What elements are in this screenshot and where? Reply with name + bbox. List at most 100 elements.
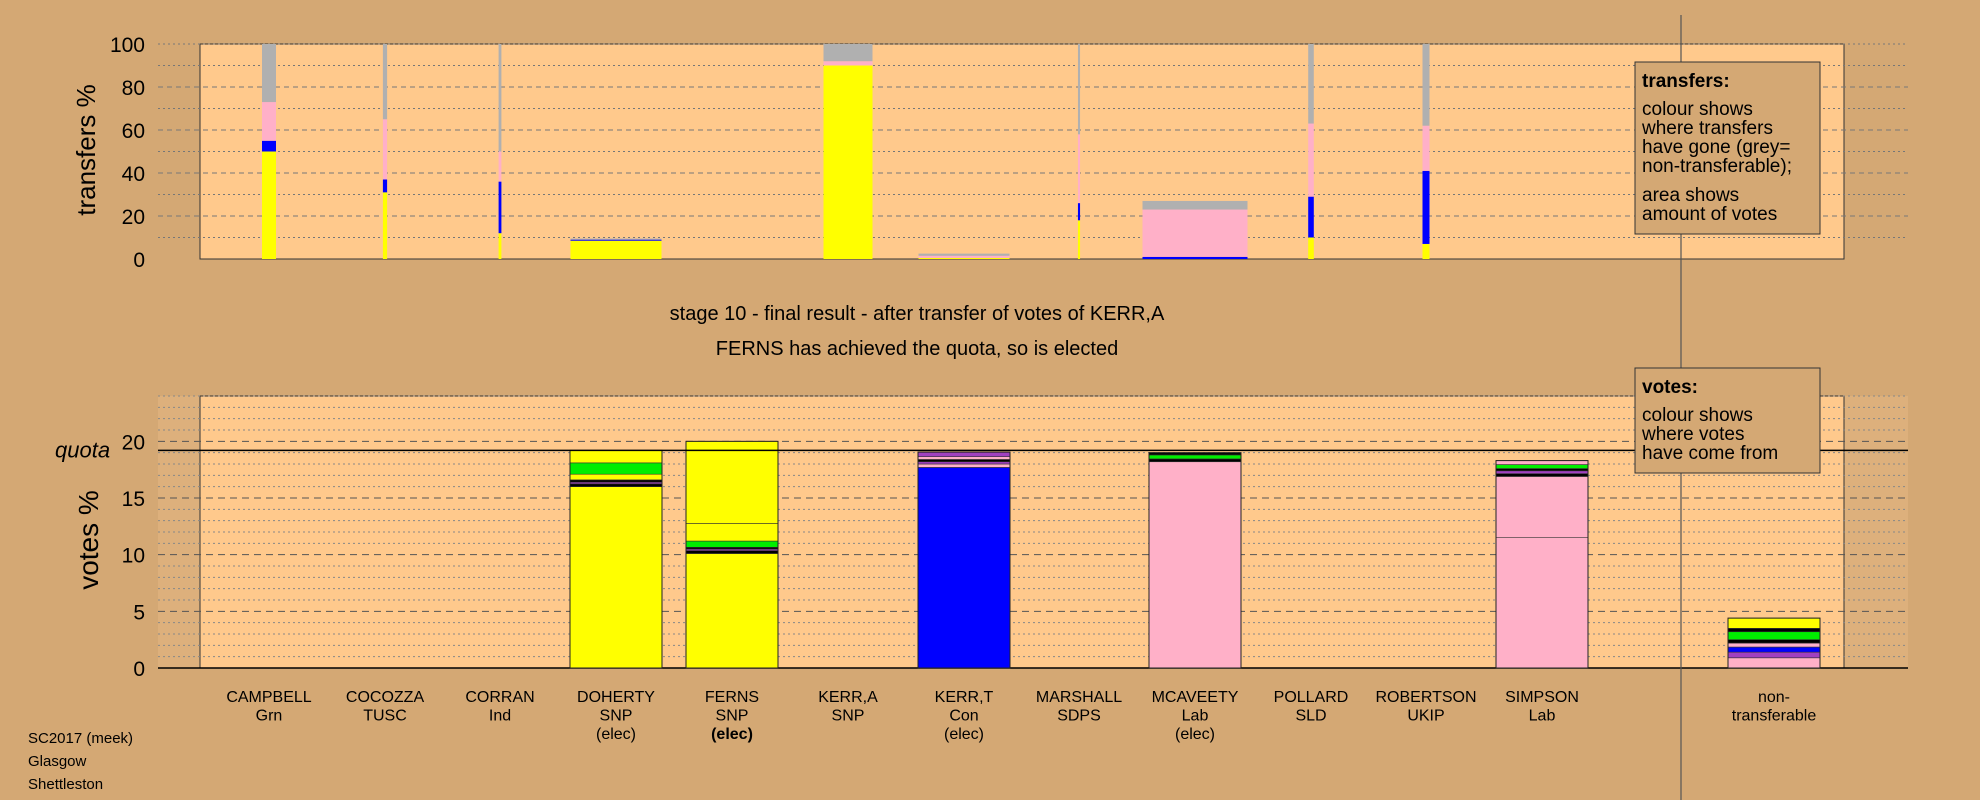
votes-legend-line: where votes	[1641, 424, 1744, 445]
candidate-label: POLLARD	[1274, 689, 1349, 706]
transfers-bar-segment	[262, 102, 276, 141]
candidate-label: FERNS	[705, 689, 759, 706]
votes-legend-line: colour shows	[1642, 405, 1753, 426]
votes-bar-outline	[1495, 460, 1589, 669]
votes-bar-segment	[569, 486, 663, 669]
transfers-bar-segment	[918, 257, 1010, 259]
transfers-bar-segment	[498, 233, 502, 259]
transfers-bar-segment	[1077, 134, 1081, 204]
candidate-label: COCOZZA	[346, 689, 425, 706]
transfers-bar-segment	[1077, 220, 1081, 259]
votes-bar-segment	[685, 550, 779, 554]
transfers-bar-segment	[1142, 256, 1248, 259]
votes-bar-segment	[569, 483, 663, 487]
transfers-bar-segment	[823, 65, 873, 259]
transfers-bar-segment	[570, 239, 662, 241]
transfers-y-tick-label: 100	[110, 34, 145, 57]
transfers-bar-segment	[1308, 44, 1314, 124]
transfers-bar-segment	[1422, 44, 1430, 126]
candidate-label: Con	[949, 708, 978, 725]
transfers-bar-segment	[382, 179, 388, 193]
transfers-bar-segment	[570, 240, 662, 259]
votes-plot-area	[199, 395, 1845, 669]
votes-bar-segment	[1495, 476, 1589, 538]
votes-legend: votes: colour shows where votes have com…	[1634, 367, 1821, 474]
quota-label: quota	[55, 437, 110, 462]
votes-bar-segment	[917, 467, 1011, 669]
transfers-legend: transfers: colour shows where transfers …	[1634, 61, 1821, 235]
candidate-label: non-	[1758, 689, 1790, 706]
candidate-label: CORRAN	[465, 689, 534, 706]
votes-panel: 0 5 10 15 20 quota votes %	[55, 395, 1908, 681]
transfers-bar-segment	[918, 255, 1010, 258]
transfers-panel: 0 20 40 60 80 100 transfers %	[71, 34, 1908, 272]
transfers-legend-line: amount of votes	[1642, 204, 1777, 225]
votes-bar-segment	[917, 451, 1011, 457]
transfers-y-axis-label: transfers %	[71, 84, 101, 216]
votes-bar-segment	[1495, 470, 1589, 474]
votes-bar-segment	[1495, 473, 1589, 477]
chart-title-line1: stage 10 - final result - after transfer…	[670, 303, 1165, 325]
footer-line: Glasgow	[28, 753, 87, 770]
votes-bar-outline	[917, 451, 1011, 669]
transfers-y-tick-label: 80	[122, 77, 145, 100]
votes-bar-segment	[1727, 657, 1821, 669]
candidate-label: TUSC	[363, 708, 407, 725]
footer-line: SC2017 (meek)	[28, 730, 133, 747]
votes-bar-segment	[917, 456, 1011, 460]
votes-bar-segment	[1148, 461, 1242, 669]
votes-y-axis-label: votes %	[73, 490, 104, 590]
votes-y-ticks: 0 5 10 15 20	[122, 431, 145, 681]
votes-legend-title: votes:	[1642, 377, 1698, 398]
candidate-label: (elec)	[711, 726, 753, 743]
transfers-bar-segment	[1422, 170, 1430, 244]
transfers-bar-segment	[823, 61, 873, 66]
votes-y-tick-label: 10	[122, 545, 145, 568]
candidate-label: UKIP	[1407, 708, 1444, 725]
votes-bar-segment	[685, 540, 779, 548]
votes-bar-segment	[917, 463, 1011, 468]
chart-title-line2: FERNS has achieved the quota, so is elec…	[716, 338, 1118, 360]
candidate-label: Lab	[1182, 708, 1209, 725]
transfers-bar-segment	[382, 44, 388, 120]
candidate-label: MARSHALL	[1036, 689, 1122, 706]
transfers-y-tick-label: 0	[133, 249, 145, 272]
votes-bar-outline	[685, 440, 779, 669]
votes-bar-segment	[1727, 646, 1821, 653]
candidate-label: Lab	[1529, 708, 1556, 725]
votes-bar-segment	[1727, 628, 1821, 633]
transfers-y-tick-label: 40	[122, 163, 145, 186]
transfers-bar-segment	[382, 119, 388, 180]
transfers-legend-line: where transfers	[1641, 118, 1773, 139]
votes-bar-segment	[1727, 639, 1821, 644]
transfers-grid	[158, 43, 1908, 238]
transfers-bar-segment	[1308, 123, 1314, 197]
votes-bar-segment	[917, 459, 1011, 463]
transfers-bar-segment	[1422, 125, 1430, 171]
transfers-legend-box	[1634, 61, 1821, 235]
votes-y-tick-label: 5	[133, 601, 145, 624]
votes-bar-segment	[917, 461, 1011, 465]
votes-bar-segment	[1495, 464, 1589, 469]
votes-bar-segment	[1495, 537, 1589, 669]
candidate-label: ROBERTSON	[1375, 689, 1476, 706]
candidate-label: transferable	[1732, 708, 1817, 725]
transfers-legend-line: area shows	[1642, 185, 1739, 206]
transfers-bar-segment	[1308, 237, 1314, 259]
transfers-plot-area	[199, 43, 1845, 260]
transfers-bar-segment	[1422, 243, 1430, 259]
votes-bar-segment	[685, 553, 779, 669]
candidate-label: (elec)	[944, 726, 984, 743]
transfers-y-tick-label: 60	[122, 120, 145, 143]
votes-bars	[569, 440, 1821, 669]
candidate-label: SNP	[832, 708, 865, 725]
transfers-legend-line: non-transferable);	[1642, 156, 1792, 177]
votes-grid	[158, 395, 1908, 669]
votes-bar-outline	[1148, 452, 1242, 669]
candidate-label: DOHERTY	[577, 689, 655, 706]
votes-bar-segment	[569, 479, 663, 483]
candidate-label: KERR,T	[935, 689, 994, 706]
transfers-legend-line: colour shows	[1642, 99, 1753, 120]
votes-bar-segment	[1148, 458, 1242, 463]
